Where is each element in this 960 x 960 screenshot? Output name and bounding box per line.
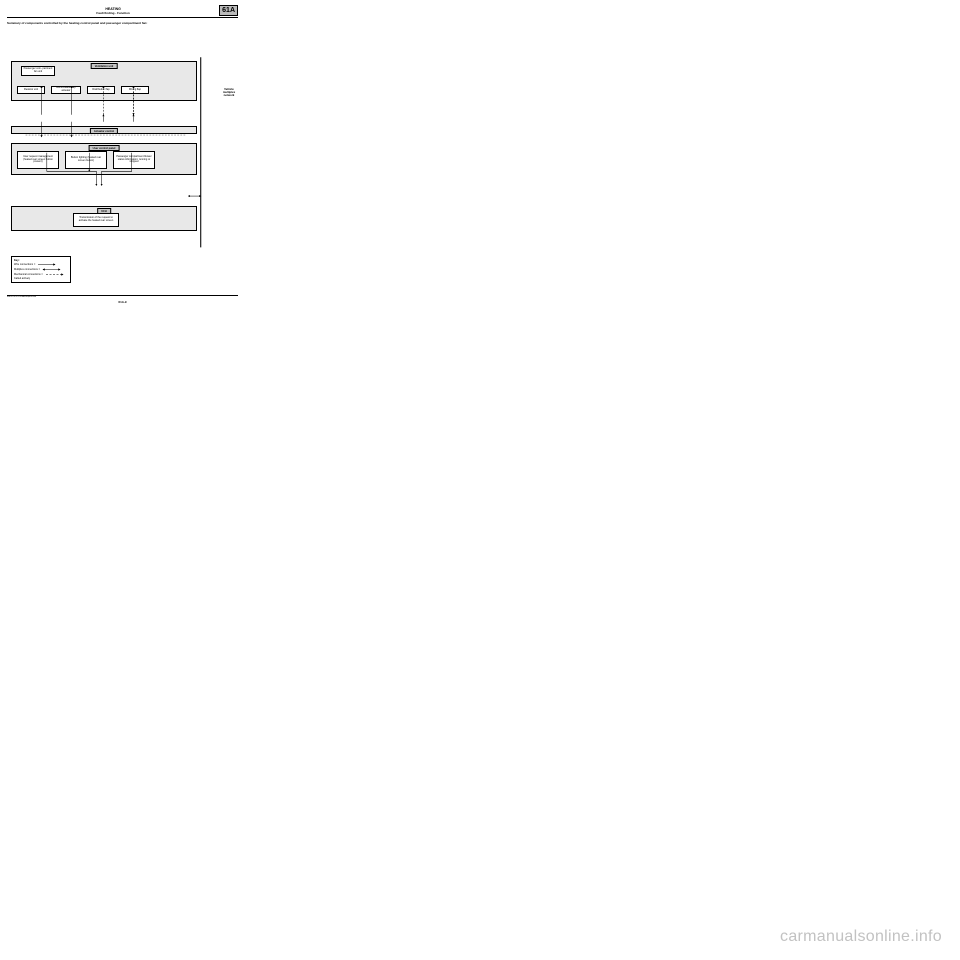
node-blower-status: Passenger compartment blower status info…	[113, 151, 155, 169]
legend-label: Called actively	[14, 277, 30, 281]
legend-row: Called actively	[14, 277, 68, 281]
node-fan-unit: Passenger com- partment fan unit	[21, 66, 55, 76]
panel-title-actuator-control: Actuator control	[90, 128, 118, 134]
footer-page-number: 61A-9	[0, 300, 245, 304]
node-button-light: Button lighting (heated rear screen butt…	[65, 151, 107, 169]
page: HEATING Fault finding - Function 61A Sum…	[0, 0, 245, 330]
network-label: Vehicle multiplex network	[219, 88, 239, 98]
diagram: Vehicle multiplex network Ventilation un…	[7, 28, 237, 258]
footer-doc-code: MR-413-X79-61A000$090.mif	[7, 296, 36, 298]
panel-actuator-control: Actuator control	[11, 126, 197, 134]
footer-rule	[7, 295, 238, 296]
legend-key: Key:Wire connections =Multiplex connecti…	[11, 256, 71, 283]
node-uch-node: Transmission of the request to activate …	[73, 213, 119, 227]
watermark: carmanualsonline.info	[780, 928, 942, 946]
panel-title-ventilation-unit: Ventilation unit	[91, 63, 118, 69]
legend-label: Mechanical connections =	[14, 273, 43, 277]
node-user-req: User request management (heated rear scr…	[17, 151, 59, 169]
page-header: HEATING Fault finding - Function 61A	[7, 5, 238, 18]
legend-label: Multiplex connections =	[14, 268, 40, 272]
legend-sample-dash	[45, 272, 65, 277]
node-recirc-actuator: Recirculation flap actuator	[51, 86, 81, 94]
summary-text: Summary of components controlled by the …	[7, 21, 238, 25]
page-subtitle: Fault finding - Function	[7, 11, 219, 15]
node-mixing-flap: Mixing flap	[121, 86, 149, 94]
section-code-badge: 61A	[219, 5, 238, 16]
legend-label: Wire connections =	[14, 263, 35, 267]
node-distribution-flap: Distribution flap	[87, 86, 115, 94]
header-text: HEATING Fault finding - Function	[7, 7, 219, 15]
node-resistor: Resistor unit	[17, 86, 45, 94]
